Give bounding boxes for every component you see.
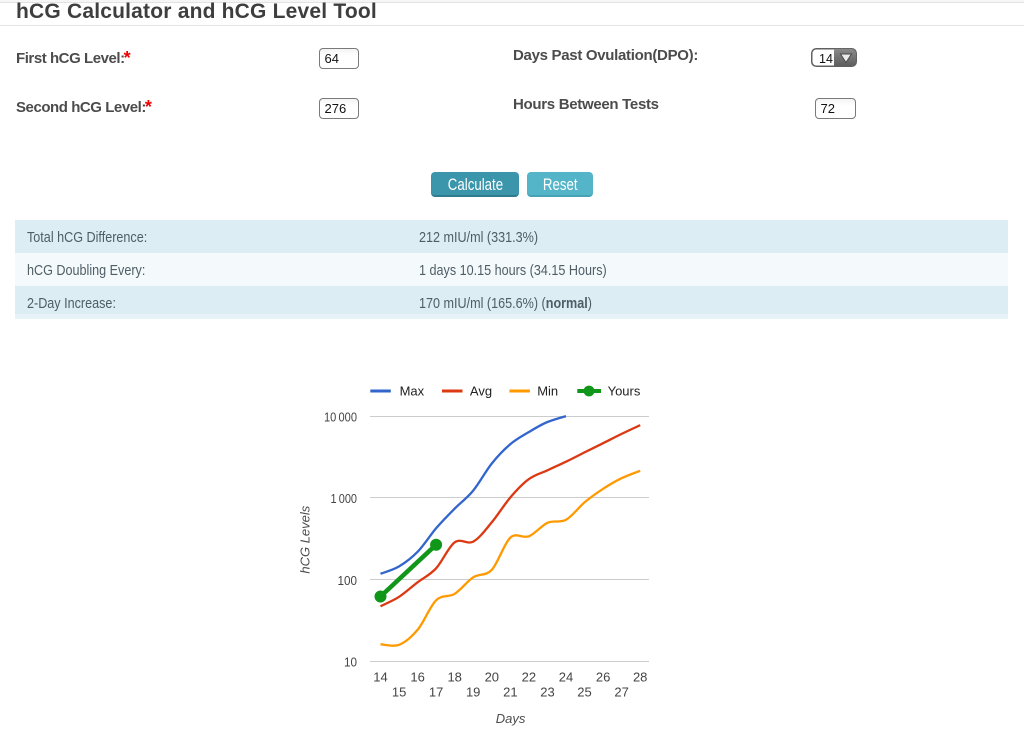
- svg-text:Max: Max: [400, 384, 425, 399]
- svg-text:21: 21: [503, 685, 517, 700]
- svg-text:Avg: Avg: [470, 384, 492, 399]
- svg-text:28: 28: [633, 669, 647, 684]
- svg-text:14: 14: [373, 669, 387, 684]
- svg-text:27: 27: [614, 685, 628, 700]
- svg-text:18: 18: [447, 669, 461, 684]
- svg-text:16: 16: [410, 669, 424, 684]
- svg-text:20: 20: [485, 669, 499, 684]
- svg-text:23: 23: [540, 685, 554, 700]
- svg-text:10: 10: [344, 655, 357, 670]
- svg-text:17: 17: [429, 685, 443, 700]
- svg-text:100: 100: [338, 573, 358, 588]
- svg-text:26: 26: [596, 669, 610, 684]
- svg-text:1 000: 1 000: [331, 491, 358, 506]
- svg-text:Days: Days: [496, 711, 526, 726]
- svg-text:hCG Levels: hCG Levels: [298, 505, 313, 573]
- svg-text:Yours: Yours: [608, 384, 641, 399]
- svg-text:14: 14: [819, 52, 833, 66]
- svg-text:25: 25: [577, 685, 591, 700]
- svg-text:Min: Min: [537, 384, 558, 399]
- svg-text:24: 24: [559, 669, 573, 684]
- svg-text:22: 22: [522, 669, 536, 684]
- svg-text:15: 15: [392, 685, 406, 700]
- svg-text:19: 19: [466, 685, 480, 700]
- svg-text:10 000: 10 000: [324, 410, 357, 425]
